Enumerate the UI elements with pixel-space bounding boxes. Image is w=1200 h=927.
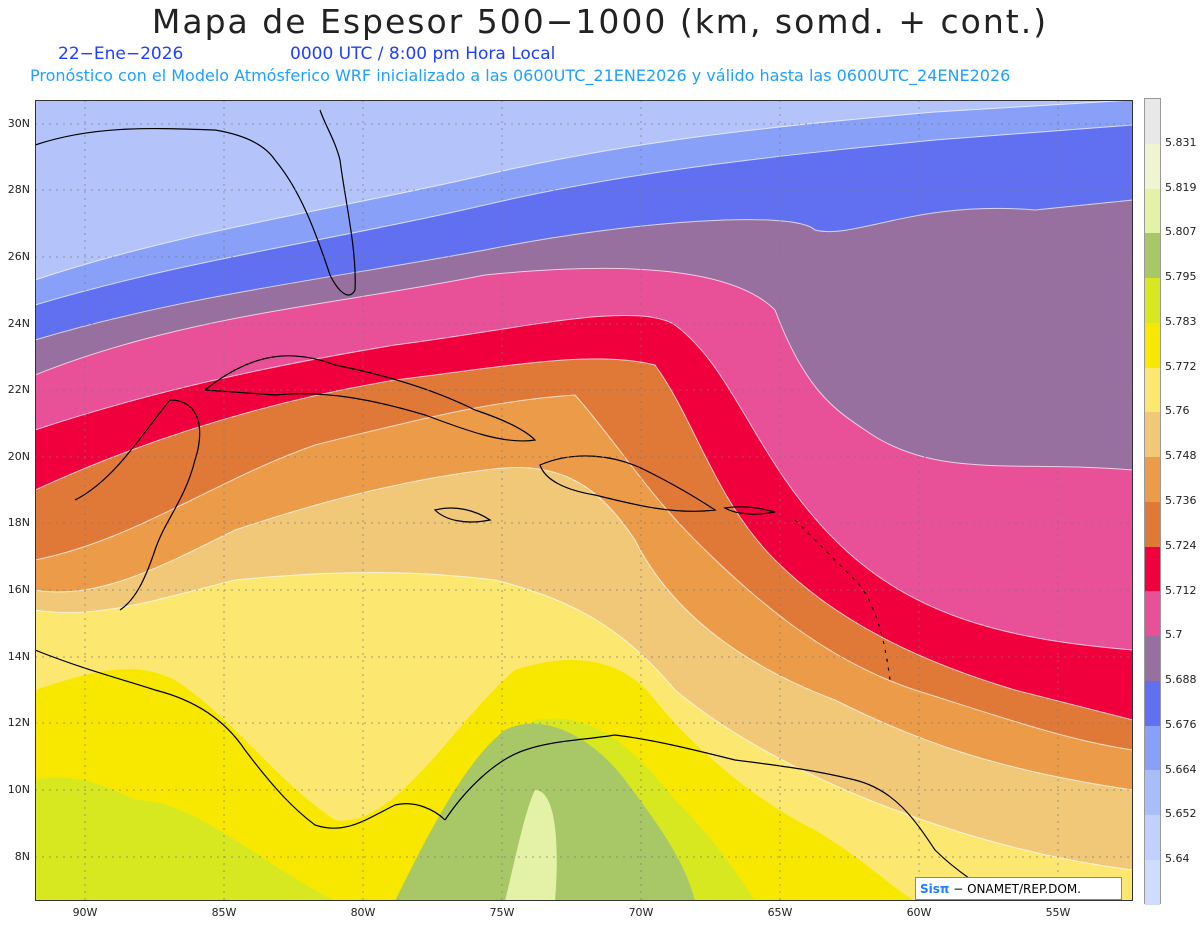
valid-date: 22−Ene−2026 (58, 44, 184, 64)
lat-label-16n: 16N (7, 583, 30, 596)
valid-time: 0000 UTC / 8:00 pm Hora Local (290, 44, 556, 64)
lat-label-26n: 26N (7, 250, 30, 263)
legend-swatch (1145, 501, 1160, 547)
lon-label-70w: 70W (628, 906, 654, 919)
lat-label-14n: 14N (7, 650, 30, 663)
band-5.807 (505, 790, 557, 901)
lat-label-18n: 18N (7, 516, 30, 529)
legend-swatch (1145, 636, 1160, 681)
hispaniola (539, 455, 717, 512)
legend-swatch (1145, 591, 1160, 637)
legend-label: 5.652 (1165, 807, 1197, 821)
legend-label: 5.7 (1165, 628, 1183, 642)
lon-label-90w: 90W (72, 906, 98, 919)
legend-swatch (1145, 546, 1160, 592)
lat-label-8n: 8N (14, 850, 30, 863)
color-scale-legend (1144, 98, 1161, 905)
legend-label: 5.76 (1165, 404, 1190, 418)
legend-label: 5.664 (1165, 762, 1197, 776)
graticule (35, 100, 1133, 901)
lat-label-24n: 24N (7, 317, 30, 330)
legend-swatch (1145, 412, 1160, 458)
yucatan (74, 399, 201, 611)
legend-swatch (1145, 457, 1160, 502)
legend-label: 5.795 (1165, 270, 1197, 284)
legend-label: 5.724 (1165, 538, 1197, 552)
legend-swatch (1145, 367, 1160, 413)
band-5.783 (35, 777, 335, 901)
lat-label-30n: 30N (7, 117, 30, 130)
legend-label: 5.807 (1165, 225, 1197, 239)
legend-swatch (1145, 770, 1160, 816)
coastlines (35, 109, 1006, 901)
map-title: Mapa de Espesor 500−1000 (km, somd. + co… (151, 2, 1049, 41)
lat-label-22n: 22N (7, 383, 30, 396)
legend-swatch (1145, 725, 1160, 771)
legend-label: 5.712 (1165, 583, 1197, 597)
lon-label-80w: 80W (350, 906, 376, 919)
jamaica (433, 507, 492, 523)
cuba (203, 355, 537, 442)
forecast-info: Pronóstico con el Modelo Atmósferico WRF… (30, 66, 1011, 85)
legend-label: 5.783 (1165, 314, 1197, 328)
legend-swatch (1145, 815, 1160, 861)
legend-swatch (1145, 143, 1160, 189)
contour-lines (35, 100, 1133, 871)
legend-label: 5.688 (1165, 673, 1197, 687)
lon-label-85w: 85W (211, 906, 237, 919)
legend-label: 5.676 (1165, 717, 1197, 731)
legend-label: 5.831 (1165, 135, 1197, 149)
legend-label: 5.748 (1165, 449, 1197, 463)
legend-swatch (1145, 188, 1160, 234)
legend-swatch (1145, 322, 1160, 368)
legend-swatch (1145, 860, 1160, 905)
legend-label: 5.736 (1165, 494, 1197, 507)
lat-label-12n: 12N (7, 716, 30, 729)
south-america-coast (444, 734, 1006, 901)
lon-label-75w: 75W (489, 906, 515, 919)
credit-text: − ONAMET/REP.DOM. (953, 882, 1081, 896)
lon-label-60w: 60W (906, 906, 932, 919)
gulf-coast (35, 127, 276, 161)
central-america (35, 649, 446, 829)
puerto-rico (723, 506, 776, 515)
legend-swatch (1145, 278, 1160, 323)
lat-label-20n: 20N (7, 450, 30, 463)
lat-label-28n: 28N (7, 183, 30, 196)
legend-label: 5.772 (1165, 359, 1197, 373)
lon-label-65w: 65W (767, 906, 793, 919)
legend-swatch (1145, 233, 1160, 279)
lat-label-10n: 10N (7, 783, 30, 796)
legend-label: 5.64 (1165, 852, 1190, 866)
legend-label: 5.819 (1165, 180, 1197, 194)
florida-coast (274, 109, 356, 296)
thickness-map (35, 100, 1133, 901)
legend-swatch (1145, 99, 1160, 144)
legend-swatch (1145, 680, 1160, 726)
credit-brand: Sisπ (920, 882, 950, 896)
lon-label-55w: 55W (1045, 906, 1071, 919)
credit-box: Sisπ − ONAMET/REP.DOM. (915, 877, 1122, 900)
